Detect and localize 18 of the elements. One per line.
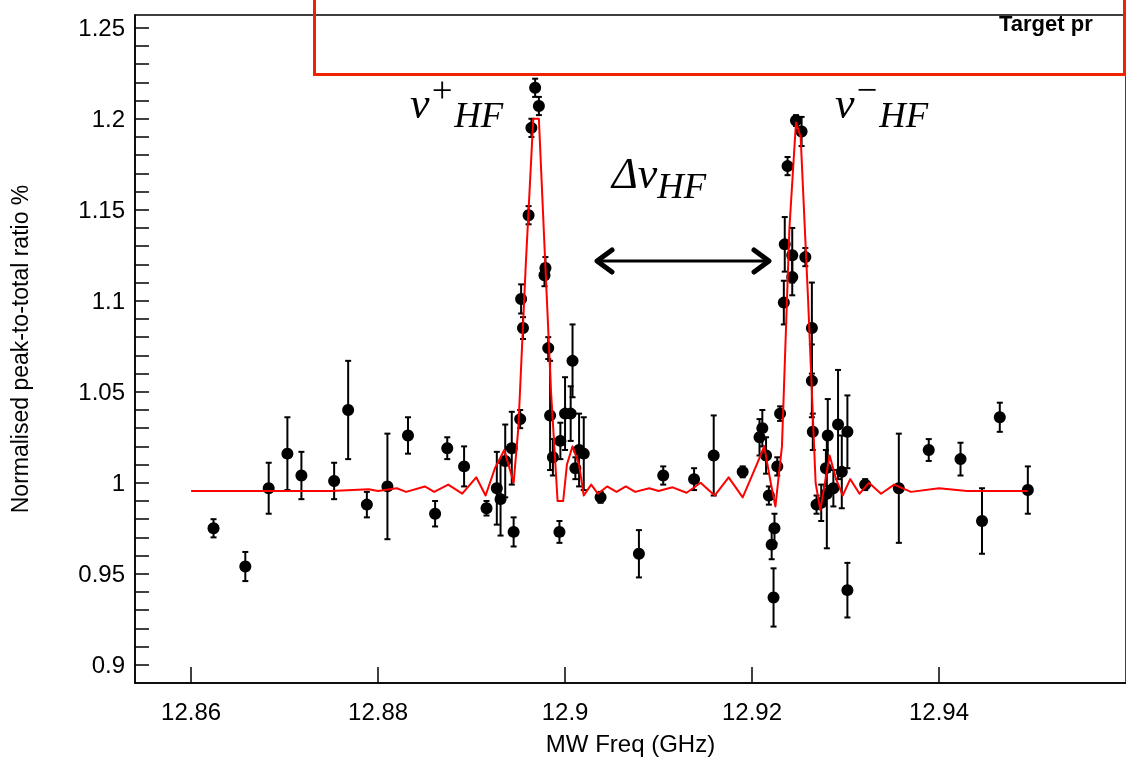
x-axis-title: MW Freq (GHz)	[545, 729, 716, 757]
x-tick-label: 12.9	[541, 697, 589, 725]
y-tick-label: 0.95	[78, 560, 125, 588]
y-tick-label: 1.15	[78, 196, 125, 224]
outline-box: Target pr	[313, 0, 1126, 76]
x-tick-label: 12.94	[908, 697, 970, 725]
y-axis-title: Normalised peak-to-total ratio %	[6, 184, 33, 514]
annotation: Δν$_{HF}$	[612, 149, 707, 206]
y-tick-label: 1.25	[78, 14, 125, 42]
annotation: Target pr	[999, 11, 1093, 37]
x-tick-label: 12.92	[722, 697, 783, 725]
y-tick-label: 1.1	[91, 287, 125, 315]
y-tick-label: 1	[111, 469, 125, 497]
y-tick-label: 1.05	[78, 378, 125, 406]
y-tick-label: 0.9	[91, 651, 125, 679]
x-tick-label: 12.86	[161, 697, 222, 725]
y-tick-label: 1.2	[91, 105, 125, 133]
x-tick-label: 12.88	[348, 697, 409, 725]
